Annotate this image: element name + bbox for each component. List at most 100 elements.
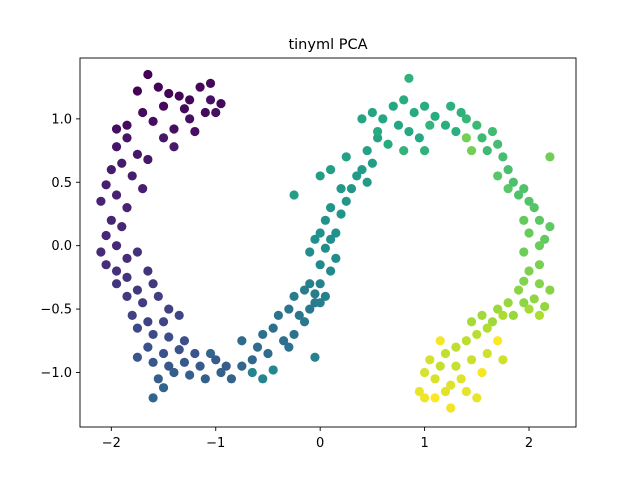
data-point [336, 209, 346, 219]
data-point [440, 386, 451, 397]
y-tick-label: 0.5 [51, 176, 72, 191]
data-point [534, 215, 545, 225]
data-point [174, 345, 184, 355]
data-point [117, 222, 127, 232]
data-point [331, 228, 341, 238]
data-point [493, 336, 503, 346]
data-point [430, 111, 440, 121]
data-point [545, 222, 555, 232]
data-point [164, 88, 174, 99]
data-point [409, 107, 419, 118]
data-point [451, 126, 461, 137]
data-point [472, 329, 482, 340]
data-point [315, 260, 325, 270]
data-point [367, 158, 377, 168]
data-point [237, 361, 247, 371]
data-point [310, 289, 320, 299]
data-point [482, 145, 492, 156]
data-point [540, 234, 550, 244]
y-tick-label: 0.0 [51, 239, 72, 254]
data-point [451, 342, 461, 352]
data-point [378, 114, 388, 124]
data-point [111, 142, 122, 152]
data-point [524, 304, 534, 314]
data-point [111, 241, 122, 251]
data-point [122, 120, 132, 130]
data-point [101, 230, 111, 241]
data-point [148, 393, 158, 403]
data-point [399, 145, 409, 156]
data-point [320, 243, 330, 253]
data-point [200, 107, 210, 118]
data-point [336, 184, 346, 194]
data-point [503, 164, 513, 175]
data-point [153, 82, 163, 92]
data-point [419, 367, 430, 378]
data-point [111, 124, 122, 134]
data-point [472, 393, 482, 403]
data-point [430, 374, 440, 384]
data-point [169, 142, 179, 152]
data-point [446, 101, 456, 111]
data-point [477, 310, 487, 321]
x-tick-label: −2 [102, 436, 121, 451]
data-point [263, 348, 273, 359]
data-point [440, 120, 451, 130]
data-point [252, 342, 263, 352]
data-point [148, 357, 158, 367]
data-point [461, 336, 471, 346]
data-point [205, 78, 216, 88]
data-point [153, 291, 163, 301]
data-point [205, 95, 216, 105]
data-point [216, 99, 226, 109]
data-point [169, 124, 179, 134]
data-point [279, 336, 289, 346]
data-point [461, 133, 471, 143]
data-point [346, 184, 357, 194]
data-point [341, 196, 351, 206]
data-point [373, 126, 383, 137]
data-point [519, 298, 529, 308]
data-point [211, 355, 221, 365]
data-point [487, 317, 498, 327]
data-point [179, 357, 190, 367]
data-point [545, 152, 555, 162]
data-point [503, 184, 513, 194]
data-point [284, 342, 294, 352]
data-point [122, 291, 132, 301]
data-point [466, 355, 477, 365]
data-point [425, 120, 435, 130]
data-point [117, 158, 127, 168]
data-point [482, 348, 492, 359]
data-point [122, 133, 132, 143]
data-point [315, 228, 325, 238]
data-point [132, 86, 143, 96]
data-point [362, 145, 372, 156]
data-point [456, 107, 466, 118]
data-point [534, 260, 545, 270]
data-point [132, 285, 143, 295]
data-point [294, 310, 304, 321]
data-point [138, 107, 148, 118]
data-point [524, 196, 534, 206]
axes-layer: −2 −1 0 1 2 −1.0 −0.5 0.0 0.5 1.0 [40, 112, 533, 451]
data-point [158, 133, 169, 143]
data-point [96, 247, 106, 257]
data-point [289, 291, 299, 301]
data-point [487, 126, 498, 137]
data-point [404, 126, 414, 137]
data-point [111, 190, 122, 200]
data-point [519, 215, 529, 225]
data-point [96, 196, 106, 206]
data-point [456, 374, 466, 384]
data-point [190, 348, 200, 359]
data-point [534, 241, 545, 251]
data-point [498, 355, 508, 365]
data-point [148, 279, 158, 289]
data-point [493, 171, 503, 181]
data-point [258, 329, 268, 340]
data-point [153, 374, 163, 384]
data-point [461, 386, 471, 397]
data-point [362, 177, 372, 187]
